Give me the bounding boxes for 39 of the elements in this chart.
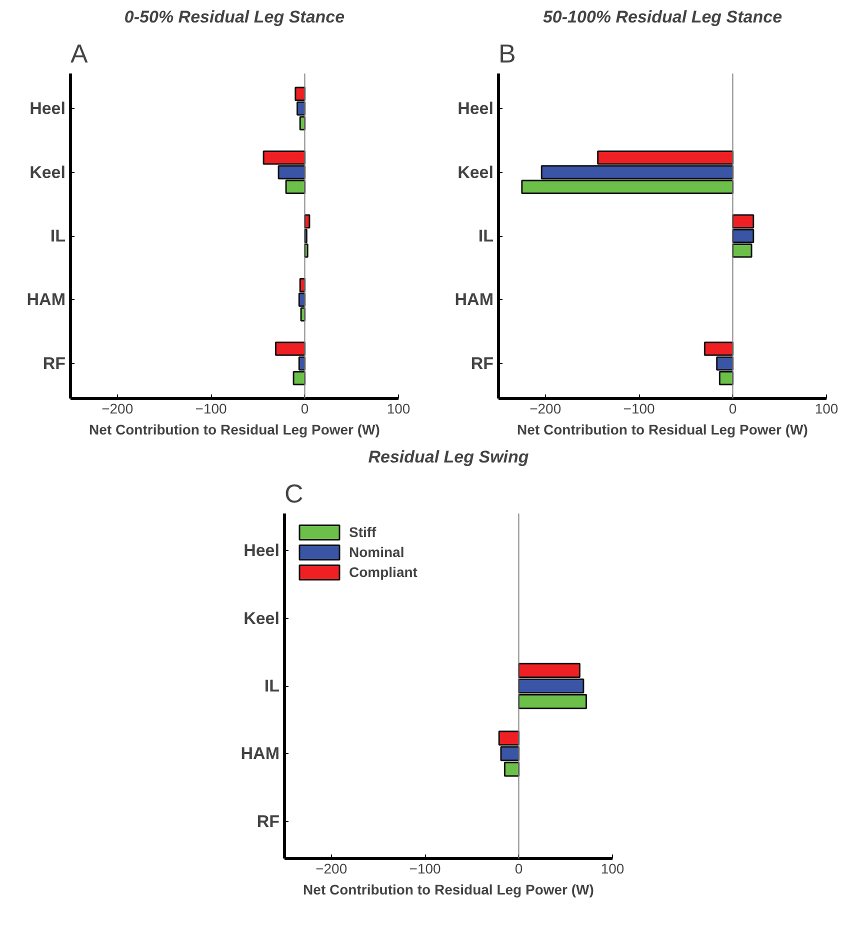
text: A: [70, 38, 88, 68]
chart-title: Residual Leg Swing: [368, 448, 530, 466]
y-tick-label: IL: [264, 676, 280, 696]
y-tick-label: IL: [50, 226, 66, 246]
x-tick-label: −200: [102, 400, 134, 416]
y-tick-label: Heel: [30, 99, 66, 118]
y-tick-label: RF: [256, 812, 280, 831]
x-tick-label: −100: [623, 400, 656, 416]
y-tick-label: Keel: [244, 608, 280, 628]
legend-label: Compliant: [349, 564, 418, 580]
chart-title: 50-100% Residual Leg Stance: [542, 8, 782, 26]
x-axis-title: Net Contribution to Residual Leg Power (W): [303, 882, 594, 898]
x-tick-label: 100: [386, 400, 410, 416]
x-tick-label: −100: [409, 860, 442, 876]
y-tick-label: Keel: [458, 162, 494, 182]
y-tick-label: HAM: [26, 290, 66, 310]
y-tick-label: IL: [478, 226, 494, 246]
x-tick-label: 0: [300, 400, 309, 416]
chart-title: 0-50% Residual Leg Stance: [124, 8, 345, 26]
legend-label: Stiff: [349, 524, 376, 540]
y-tick-label: Keel: [30, 162, 66, 182]
x-tick-label: −100: [195, 400, 228, 416]
y-tick-label: RF: [470, 354, 494, 373]
x-axis-title: Net Contribution to Residual Leg Power (W): [89, 422, 380, 438]
legend-label: Nominal: [349, 544, 404, 560]
x-tick-label: −200: [316, 860, 348, 876]
x-tick-label: −200: [530, 400, 562, 416]
y-tick-label: HAM: [240, 744, 280, 764]
x-axis-title: Net Contribution to Residual Leg Power (W): [517, 422, 808, 438]
y-tick-label: Heel: [244, 541, 280, 560]
x-tick-label: 0: [514, 860, 523, 876]
y-tick-label: HAM: [454, 290, 494, 310]
y-tick-label: RF: [42, 354, 66, 373]
text: B: [498, 38, 516, 68]
x-tick-label: 100: [814, 400, 838, 416]
y-tick-label: Heel: [458, 99, 494, 118]
x-tick-label: 0: [728, 400, 737, 416]
text: C: [284, 478, 304, 508]
x-tick-label: 100: [600, 860, 624, 876]
